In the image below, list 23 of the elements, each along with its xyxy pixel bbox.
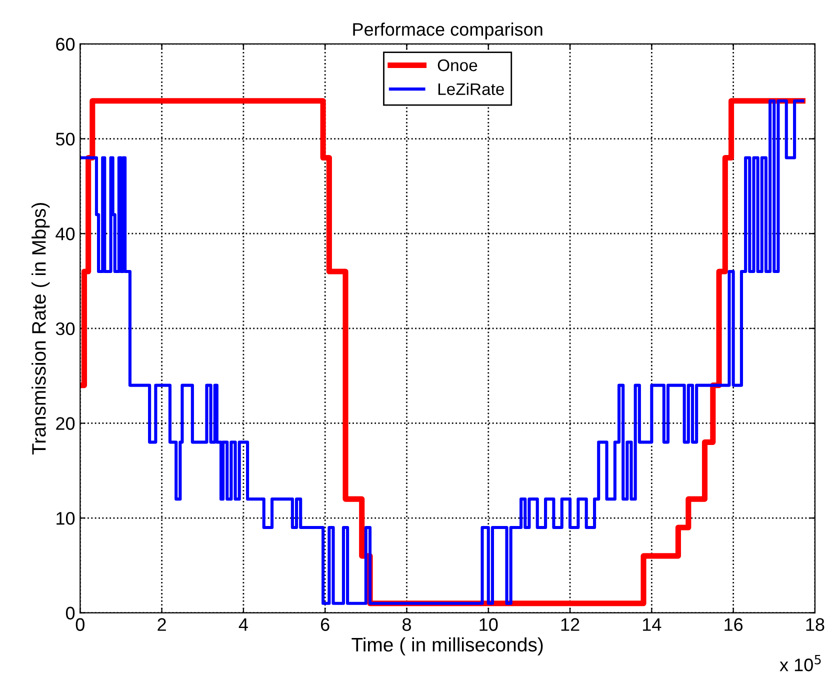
y-tick-label: 10 bbox=[56, 512, 75, 525]
x-tick-label: 0 bbox=[76, 618, 84, 631]
x-tick-label: 10 bbox=[480, 618, 498, 631]
x-tick-label: 8 bbox=[402, 618, 411, 631]
x-tick-label: 12 bbox=[561, 618, 580, 631]
x-tick-label: 16 bbox=[724, 618, 743, 631]
x-tick-label: 4 bbox=[238, 618, 248, 631]
y-tick-label: 40 bbox=[56, 228, 75, 240]
x-tick-label: 18 bbox=[806, 618, 824, 631]
legend-label: Onoe bbox=[438, 59, 478, 72]
y-axis-title: Transmission Rate ( in Mbps) bbox=[32, 203, 50, 455]
x-tick-label: 14 bbox=[643, 618, 662, 631]
x-tick-label: 6 bbox=[320, 618, 330, 631]
text: x 10$^{5}$ bbox=[780, 655, 821, 672]
x-axis-title: Time ( in milliseconds) bbox=[352, 637, 543, 656]
y-tick-label: 60 bbox=[56, 38, 75, 51]
y-tick-label: 50 bbox=[56, 132, 75, 146]
x-tick-label: 2 bbox=[158, 618, 166, 631]
y-tick-label: 0 bbox=[66, 606, 75, 620]
legend-label: LeZiRate bbox=[438, 82, 504, 96]
y-tick-label: 20 bbox=[56, 417, 75, 430]
chart-title: Performace comparison bbox=[353, 22, 542, 40]
y-tick-label: 30 bbox=[56, 322, 75, 336]
